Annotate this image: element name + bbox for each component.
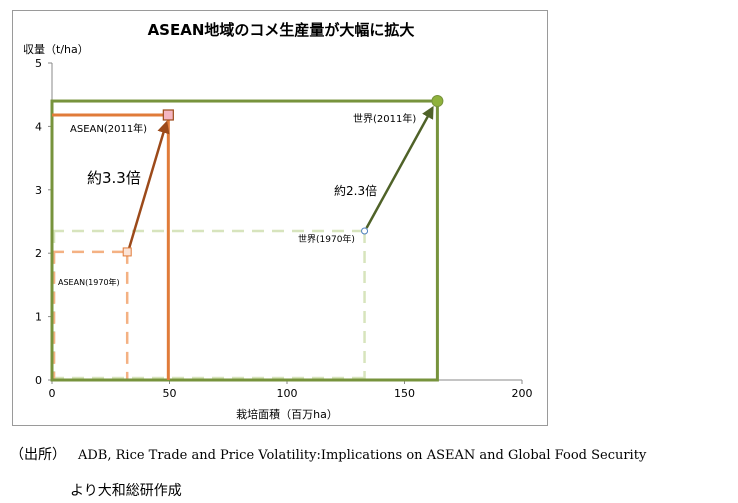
asean-1970-point: [122, 247, 132, 257]
asean-1970-label: ASEAN(1970年): [58, 277, 120, 287]
asean-2011-point: [162, 109, 174, 121]
x-tick-label: 0: [49, 387, 56, 400]
world-2011-box: [50, 99, 439, 382]
y-tick-label: 4: [35, 120, 42, 133]
x-tick-label: 100: [277, 387, 298, 400]
y-tick-label: 5: [35, 57, 42, 70]
world-1970-point: [361, 227, 369, 235]
y-axis-label: 収量（t/ha）: [23, 43, 89, 56]
world-multiplier-annotation: 約2.3倍: [334, 183, 377, 198]
y-tick-label: 0: [35, 374, 42, 387]
x-tick-label: 200: [512, 387, 533, 400]
source-text: ADB, Rice Trade and Price Volatility:Imp…: [78, 448, 647, 463]
asean-multiplier-annotation: 約3.3倍: [87, 169, 141, 187]
source-caption: （出所） ADB, Rice Trade and Price Volatility…: [10, 444, 646, 464]
x-tick-label: 150: [394, 387, 415, 400]
y-tick-label: 1: [35, 311, 42, 324]
y-tick-label: 3: [35, 184, 42, 197]
world-2011-label: 世界(2011年): [353, 112, 416, 125]
asean-growth-arrow: [128, 120, 170, 249]
x-axis-label: 栽培面積（百万ha）: [236, 407, 338, 421]
x-tick-label: 50: [163, 387, 177, 400]
source-caption-second-line: より大和総研作成: [70, 483, 182, 499]
world-2011-point: [431, 95, 444, 108]
chart-title: ASEAN地域のコメ生産量が大幅に拡大: [148, 21, 415, 39]
y-tick-label: 2: [35, 247, 42, 260]
source-label: （出所）: [10, 447, 66, 463]
asean-2011-label: ASEAN(2011年): [70, 122, 147, 135]
chart-area: ASEAN地域のコメ生産量が大幅に拡大収量（t/ha） 栽培面積（百万ha） 0 1 2…: [12, 10, 548, 426]
world-growth-arrow: [365, 105, 434, 229]
world-1970-label: 世界(1970年): [298, 233, 355, 245]
